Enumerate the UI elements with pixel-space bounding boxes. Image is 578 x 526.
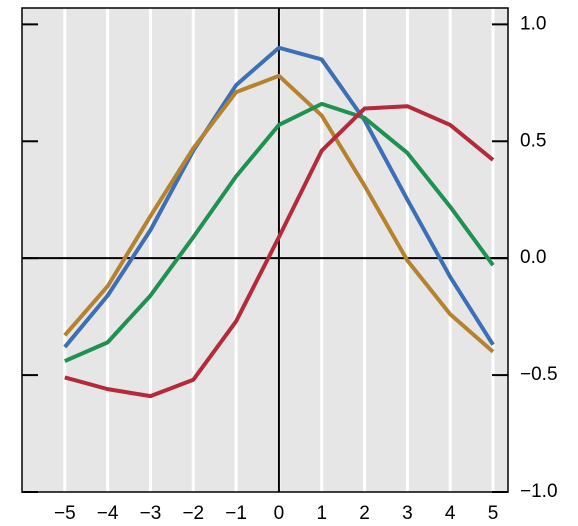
- x-tick-label: −3: [140, 503, 162, 524]
- plot-frame: [21, 7, 509, 493]
- series-line: [64, 104, 495, 399]
- y-tick-label: 0.0: [520, 247, 546, 268]
- series-line: [63, 45, 495, 349]
- y-tick-label: −1.0: [520, 481, 558, 502]
- x-tick-label: 2: [359, 503, 370, 524]
- series-line: [64, 101, 495, 363]
- x-tick-label: 0: [274, 503, 285, 524]
- x-tick-label: 4: [445, 503, 456, 524]
- x-tick-label: −1: [225, 503, 247, 524]
- x-tick-label: −4: [97, 503, 119, 524]
- x-tick-label: −2: [182, 503, 204, 524]
- y-tick-label: −0.5: [520, 364, 558, 385]
- x-tick-label: −5: [54, 503, 76, 524]
- y-tick-label: 0.5: [520, 130, 546, 151]
- plot-background: [22, 8, 508, 492]
- x-tick-label: 5: [488, 503, 499, 524]
- y-tick-label: 1.0: [520, 13, 546, 34]
- series-line: [63, 73, 495, 354]
- x-tick-label: 3: [402, 503, 413, 524]
- x-tick-label: 1: [316, 503, 327, 524]
